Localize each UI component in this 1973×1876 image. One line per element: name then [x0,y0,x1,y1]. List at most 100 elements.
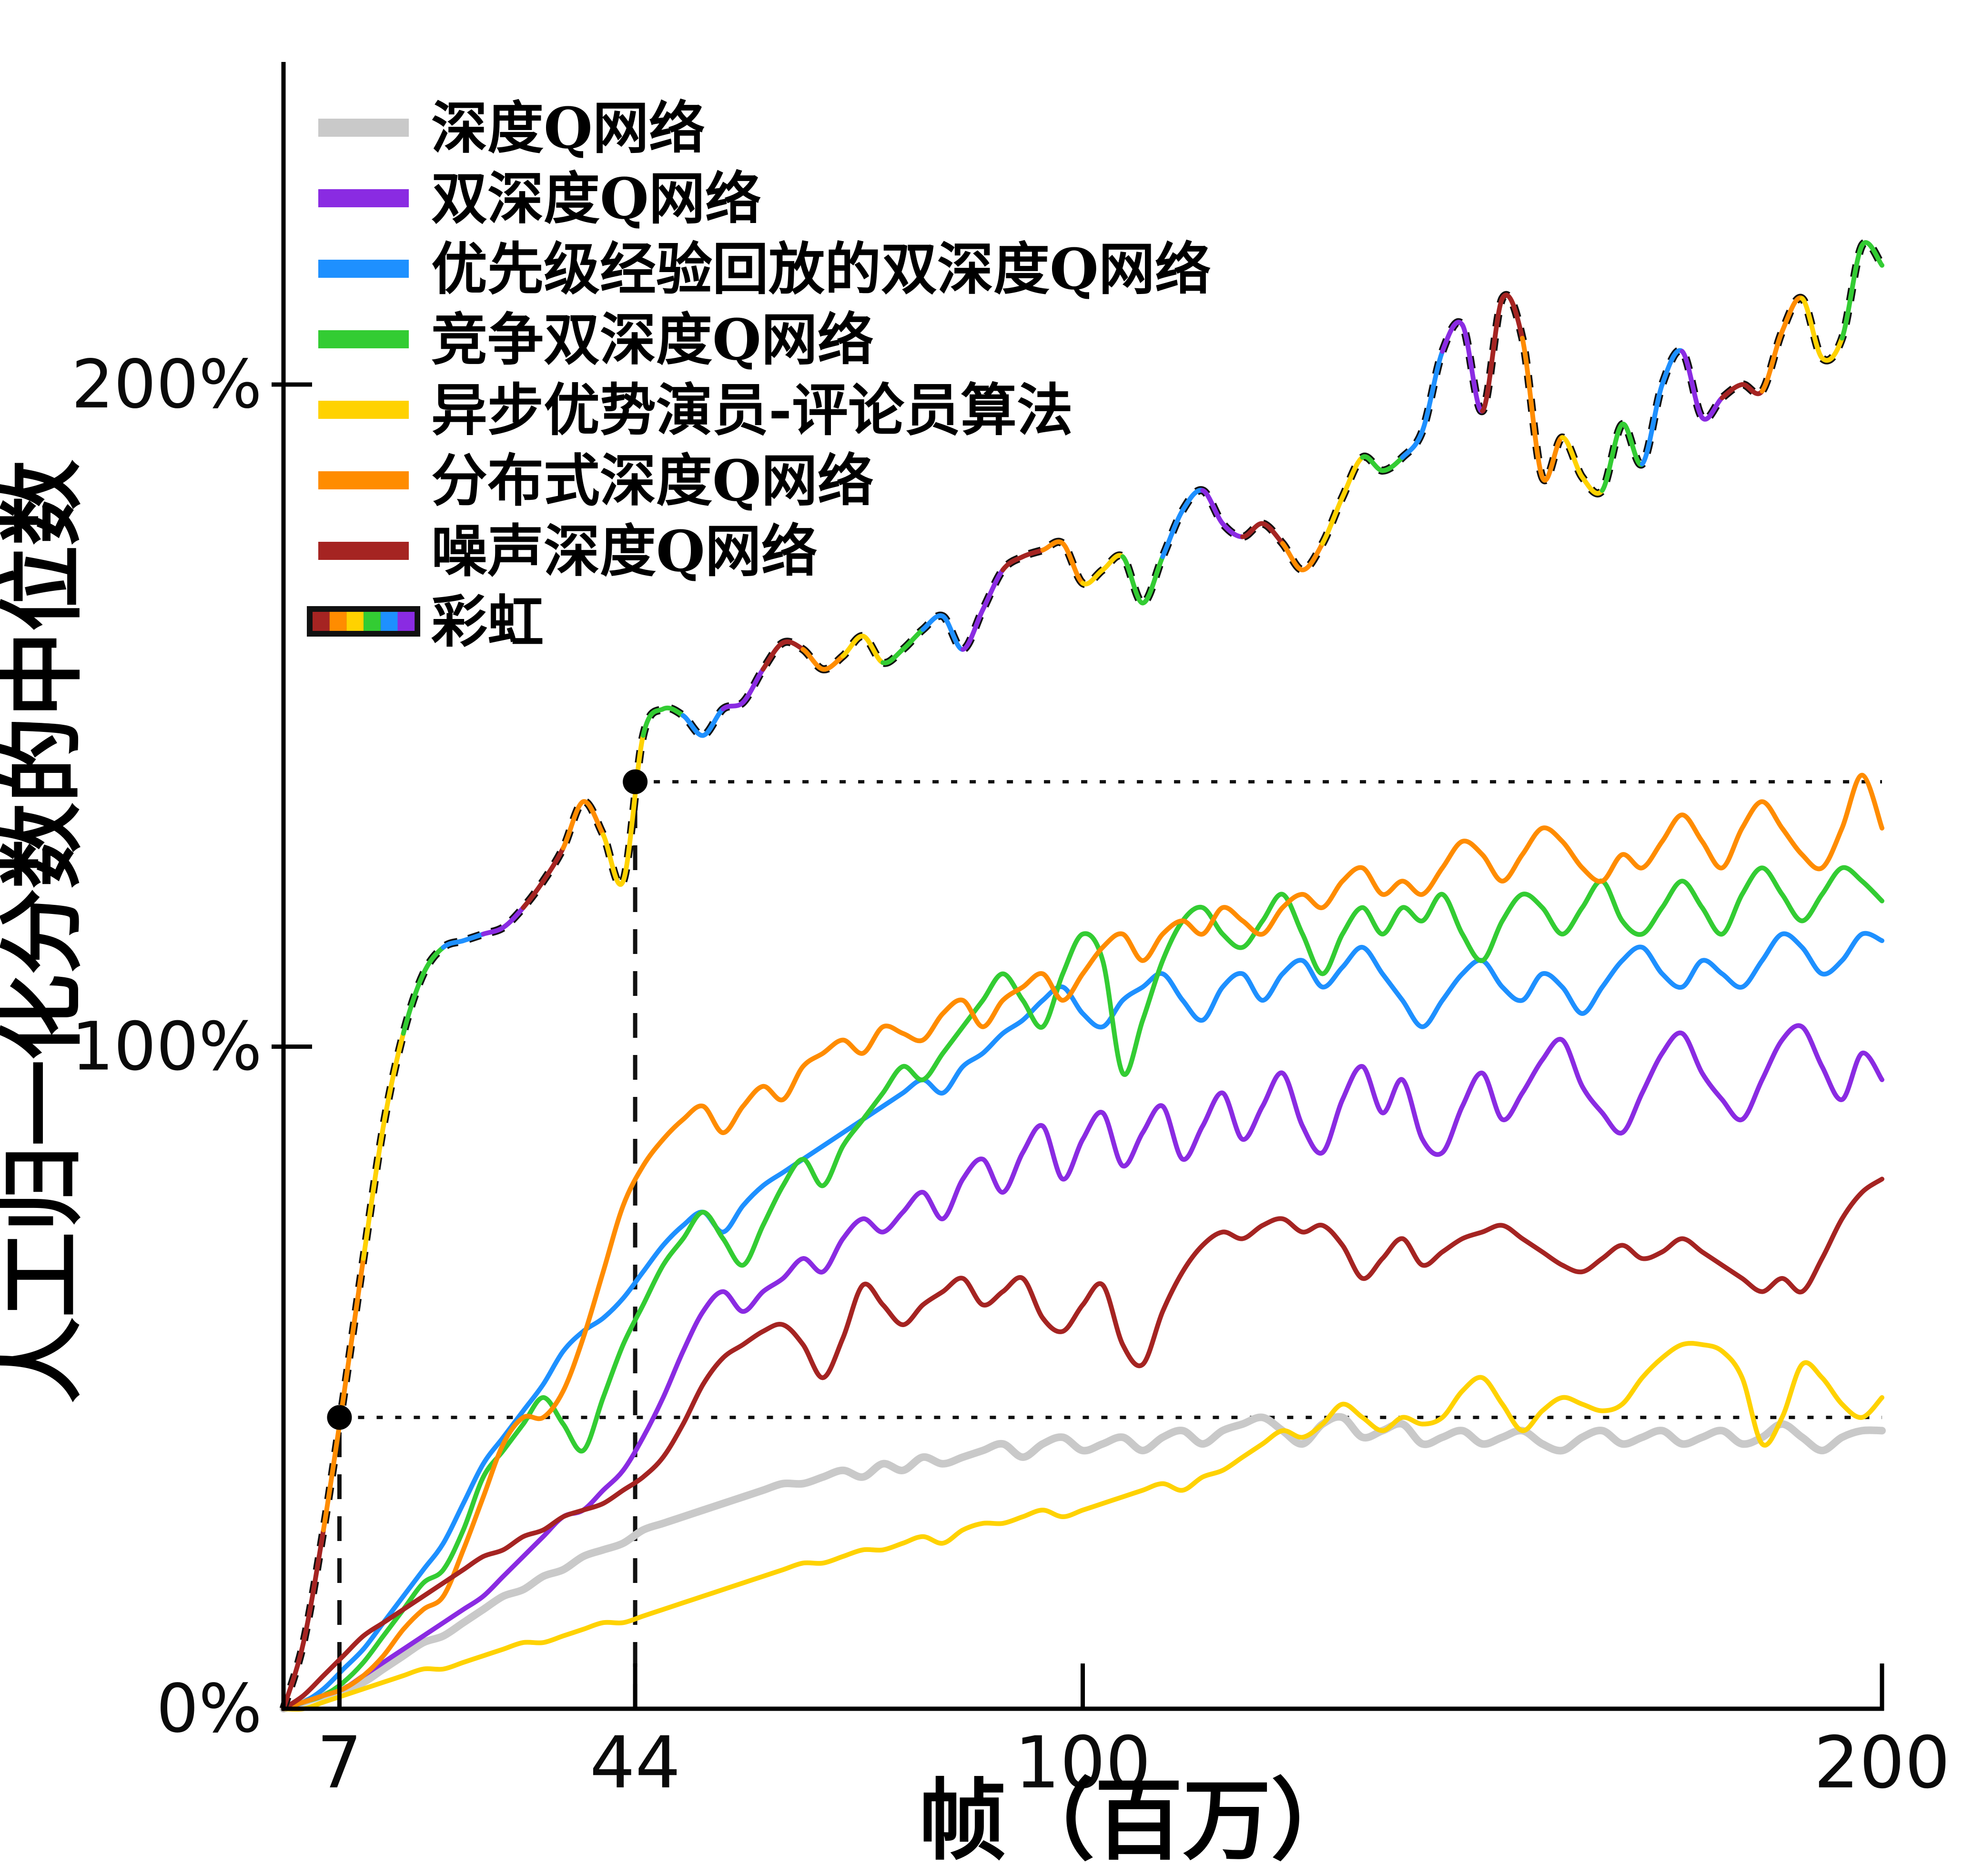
rainbow-segment [401,971,426,1036]
rainbow-segment [1420,349,1445,434]
legend-item-a3c: 异步优势演员-评论员算法 [318,377,1073,443]
rainbow-segment [541,845,566,884]
rainbow-segment [341,1256,366,1400]
legend-label: 优先级经验回放的双深度Q网络 [431,236,1211,302]
rainbow-segment [1659,348,1685,387]
rainbow-segment [1560,435,1585,480]
y-tick-label: 100% [71,1008,262,1085]
legend-rainbow-segment [313,612,330,631]
legend-label: 双深度Q网络 [431,165,761,232]
rainbow-segment [1400,428,1425,460]
legend-rainbow-segment [397,612,415,631]
legend-rainbow-segment [329,612,347,631]
rainbow-segment [561,799,586,851]
rainbow-segment [601,832,626,887]
legend-item-rainbow: 彩虹 [307,588,544,655]
x-tick-label: 100 [1014,1722,1151,1805]
rainbow-segment [740,667,766,705]
x-tick-label: 44 [590,1722,681,1805]
series-line-a3c [281,1341,1884,1712]
legend-item-prioritized-ddqn: 优先级经验回放的双深度Q网络 [318,236,1211,302]
rainbow-segment [1120,554,1145,606]
legend-rainbow-segment [364,612,381,631]
legend-item-ddqn: 双深度Q网络 [318,165,761,232]
annotation-dot [327,1405,352,1430]
rainbow-segment [1500,293,1525,341]
y-axis-label: 人工归一化分数的中位数 [0,460,92,1403]
rainbow-segment [1680,349,1705,420]
series-line-ddqn [281,1023,1884,1711]
reference-lines-layer [337,780,1882,1709]
rainbow-segment [1060,541,1085,586]
legend-rainbow-segment [380,612,398,631]
legend-label: 异步优势演员-评论员算法 [431,377,1073,443]
rainbow-segment [301,1527,326,1645]
rainbow-segment [381,1031,406,1129]
legend-rainbow-segment [346,612,364,631]
legend-item-dueling-ddqn: 竞争双深度Q网络 [318,306,874,373]
rainbow-segment [880,647,906,666]
rainbow-segment [1100,553,1125,573]
annotation-dots-layer [327,769,648,1430]
rainbow-segment [940,614,965,652]
legend-label: 分布式深度Q网络 [431,447,874,514]
rainbow-segment [1320,495,1345,546]
rainbow-segment [581,799,606,837]
legend-label: 噪声深度Q网络 [431,518,818,584]
rainbow-segment [1140,554,1165,606]
x-tick-label: 7 [317,1722,362,1805]
rainbow-segment [1800,296,1825,361]
y-tick-label: 200% [71,346,262,424]
rainbow-segment [1740,382,1765,396]
legend-item-noisy-dqn: 噪声深度Q网络 [318,518,818,584]
x-tick-label: 200 [1814,1722,1950,1805]
rainbow-segment [1260,521,1285,546]
rainbow-segment [800,647,826,672]
rainbow-segment [1480,296,1505,414]
legend-item-dqn: 深度Q网络 [318,95,705,161]
series-line-distributional-dqn [281,772,1884,1711]
rainbow-segment [1599,422,1625,493]
legend-label: 竞争双深度Q网络 [431,306,874,373]
legend-label: 彩虹 [431,588,544,655]
legend-item-distributional-dqn: 分布式深度Q网络 [318,447,874,514]
legend: 深度Q网络双深度Q网络优先级经验回放的双深度Q网络竞争双深度Q网络异步优势演员-… [307,95,1211,655]
rainbow-segment [1820,335,1845,363]
rainbow-segment [1760,329,1785,394]
series-line-prioritized-ddqn [281,931,1884,1711]
rainbow-segment [1579,475,1605,496]
rainbow-segment [521,879,546,910]
rainbow-segment [900,627,925,652]
series-line-noisy-dqn [281,1176,1884,1711]
rainbow-segment [1540,435,1565,483]
rainbow-segment [501,905,526,930]
rainbow-segment [1700,395,1725,422]
legend-swatch-rainbow [307,606,420,637]
rainbow-segment [700,706,726,738]
series-line-dqn [280,1413,1886,1713]
rainbow-segment [1340,455,1365,500]
y-tick-label: 0% [156,1670,262,1748]
rainbow-segment [1220,521,1245,539]
rainbow-segment [1000,554,1025,573]
rainbow-segment [1160,507,1185,559]
x-axis-label: 帧（百万） [919,1768,1359,1872]
rainbow-segment [620,733,646,884]
axes-layer: 0% 100% 200% 7 44 100 200 [71,62,1950,1805]
rainbow-segment [1460,322,1485,414]
rainbow-segment [1300,541,1325,573]
rainbow-segment [1440,320,1465,354]
annotation-dot [623,769,648,794]
rainbow-segment [980,568,1005,612]
rainbow-segment [1639,382,1665,466]
rainbow-segment [760,640,786,672]
rainbow-segment [1860,240,1884,268]
rainbow-segment [1200,488,1225,526]
rainbow-segment [361,1124,386,1261]
rainbow-segment [1520,335,1545,480]
series-line-dueling-ddqn [281,865,1884,1711]
rainbow-segment [960,607,985,652]
rainbow-segment [461,932,486,943]
